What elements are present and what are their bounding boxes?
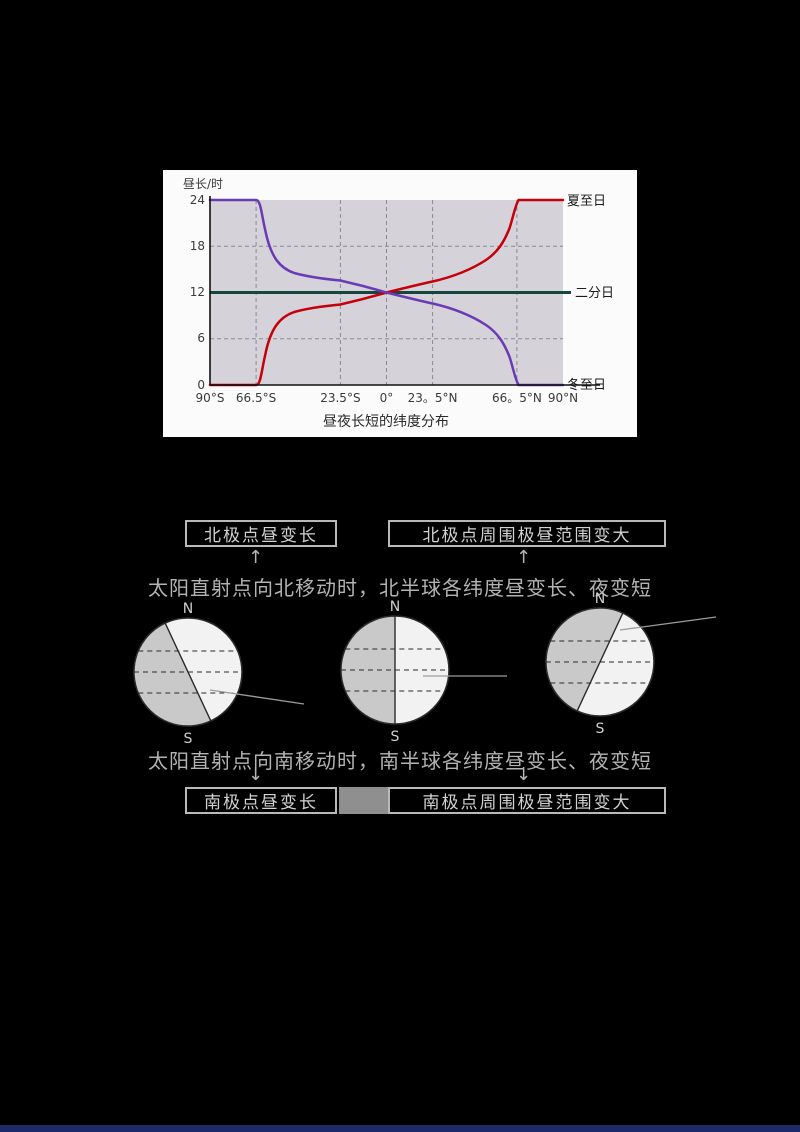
axes: [209, 196, 600, 386]
south-polar-day-range-label: 南极点周围极昼范围变大: [422, 793, 632, 813]
x-tick: 23.5°S: [320, 391, 360, 405]
south-pole-label: S: [596, 721, 605, 737]
summer-solstice-label: 夏至日: [567, 194, 606, 209]
sun-moves-south-text: 太阳直射点向南移动时，南半球各纬度昼变长、夜变短: [148, 749, 652, 773]
winter-solstice-curve: [208, 198, 565, 387]
sun-moves-north-text: 太阳直射点向北移动时，北半球各纬度昼变长、夜变短: [148, 576, 652, 600]
latitude-lines: [134, 650, 242, 694]
north-pole-day-longer-box: 北极点昼变长: [185, 520, 337, 547]
up-arrow-icon: ↑: [248, 547, 264, 568]
down-arrow-icon: ↓: [248, 764, 264, 785]
y-tick: 6: [197, 331, 205, 345]
day-length-chart-card: 昼长/时 24 18 12 6 0 90°S 66.5°S 23.5°S 0° …: [163, 170, 637, 437]
globe-solstice-north: N S: [118, 601, 313, 752]
down-arrow-icon: ↓: [516, 764, 532, 785]
x-tick: 90°N: [548, 391, 578, 405]
equinox-label: 二分日: [575, 286, 614, 301]
globe-solstice-south: N S: [530, 591, 725, 742]
night-half: [545, 607, 624, 712]
terminator-leader-line: [619, 616, 717, 631]
x-tick: 90°S: [196, 391, 225, 405]
y-tick: 0: [197, 378, 205, 392]
south-pole-label: S: [184, 731, 193, 747]
x-tick: 66。5°N: [492, 391, 542, 405]
up-arrow-icon: ↑: [516, 547, 532, 568]
x-tick-labels: 90°S 66.5°S 23.5°S 0° 23。5°N 66。5°N 90°N: [196, 391, 579, 405]
x-tick: 66.5°S: [236, 391, 276, 405]
night-half: [133, 622, 212, 727]
x-tick: 0°: [380, 391, 394, 405]
day-length-chart: 昼长/时 24 18 12 6 0 90°S 66.5°S 23.5°S 0° …: [183, 177, 614, 430]
south-pole-day-longer-label: 南极点昼变长: [204, 793, 318, 813]
globe-equinox: N S: [325, 599, 520, 750]
y-tick: 24: [190, 193, 205, 207]
y-tick-labels: 24 18 12 6 0: [190, 193, 205, 392]
south-pole-day-longer-box: 南极点昼变长: [185, 787, 337, 814]
y-tick: 12: [190, 285, 205, 299]
north-polar-day-range-label: 北极点周围极昼范围变大: [422, 526, 632, 546]
terminator-leader-line: [209, 689, 305, 705]
north-pole-label: N: [390, 600, 400, 615]
gray-connector-block: [339, 787, 389, 814]
y-tick: 18: [190, 239, 205, 253]
bottom-blue-bar: [0, 1125, 800, 1132]
north-polar-day-range-box: 北极点周围极昼范围变大: [388, 520, 666, 547]
latitude-lines: [546, 640, 654, 684]
north-pole-label: N: [183, 602, 193, 617]
latitude-lines: [341, 648, 449, 692]
chart-title: 昼夜长短的纬度分布: [323, 414, 449, 430]
south-polar-day-range-box: 南极点周围极昼范围变大: [388, 787, 666, 814]
winter-solstice-label: 冬至日: [567, 377, 606, 393]
x-tick: 23。5°N: [408, 391, 458, 405]
north-pole-label: N: [595, 592, 605, 607]
y-axis-label: 昼长/时: [183, 177, 223, 191]
north-pole-day-longer-label: 北极点昼变长: [204, 526, 318, 546]
south-pole-label: S: [391, 729, 400, 745]
